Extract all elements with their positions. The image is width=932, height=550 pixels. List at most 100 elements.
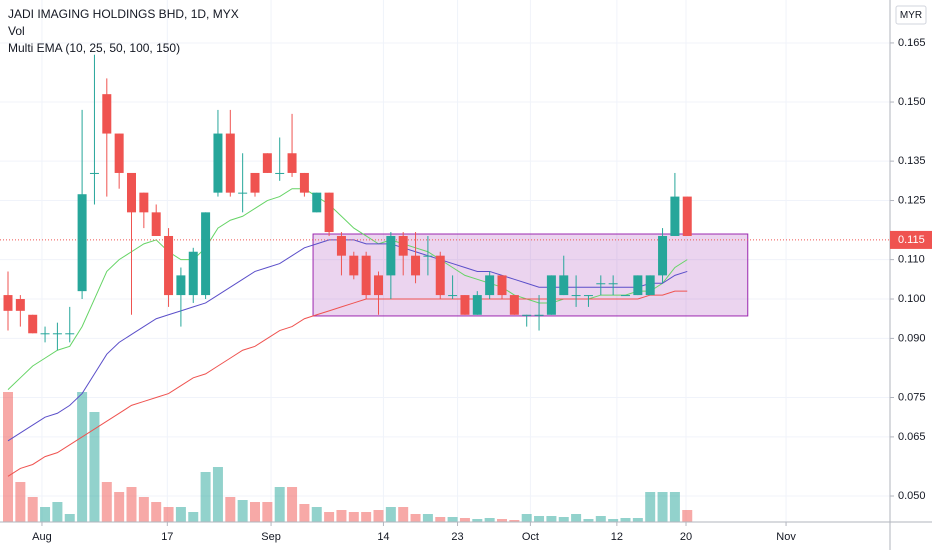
- candle-body: [361, 255, 371, 296]
- volume-bar: [262, 502, 273, 522]
- volume-bar: [274, 487, 285, 522]
- volume-bar: [126, 487, 137, 522]
- candle-body: [299, 172, 309, 193]
- candle-body: [176, 275, 186, 296]
- volume-bar: [163, 507, 174, 522]
- volume-bar: [138, 497, 149, 522]
- candle-body: [534, 314, 544, 316]
- volume-bar: [497, 519, 507, 522]
- candle-body: [262, 153, 272, 173]
- volume-bar: [534, 516, 545, 522]
- volume-bar: [336, 510, 347, 522]
- volume-bar: [595, 516, 606, 522]
- candle-body: [139, 192, 149, 213]
- y-tick-label: 0.065: [898, 431, 926, 443]
- volume-bar: [348, 512, 359, 522]
- candle-body: [77, 194, 87, 292]
- volume-bar: [608, 519, 619, 522]
- candle-body: [448, 295, 458, 297]
- volume-bar: [583, 519, 594, 522]
- volume-bar: [682, 510, 693, 522]
- candle-body: [596, 283, 606, 285]
- volume-bar: [52, 502, 63, 522]
- candle-body: [213, 133, 223, 193]
- volume-bar: [361, 512, 372, 522]
- y-tick-label: 0.125: [898, 194, 926, 206]
- volume-bar: [484, 518, 495, 522]
- candle-body: [497, 275, 507, 296]
- candle-body: [15, 299, 25, 311]
- volume-bar: [15, 482, 26, 522]
- x-tick-label: 14: [377, 531, 389, 543]
- x-tick-label: 17: [161, 531, 173, 543]
- volume-bar: [27, 497, 38, 522]
- candle-body: [546, 275, 556, 315]
- currency-button[interactable]: [895, 5, 927, 25]
- volume-legend: Vol: [8, 24, 25, 38]
- y-tick-label: 0.075: [898, 391, 926, 403]
- candle-body: [423, 255, 433, 257]
- volume-bar: [410, 514, 421, 522]
- candle-body: [225, 133, 235, 193]
- volume-bar: [447, 517, 458, 522]
- y-tick-label: 0.135: [898, 155, 926, 167]
- candle-body: [435, 255, 445, 296]
- y-tick-label: 0.150: [898, 96, 926, 108]
- volume-bar: [472, 519, 483, 522]
- candle-body: [238, 192, 248, 194]
- volume-bar: [398, 507, 409, 522]
- candle-body: [89, 172, 99, 174]
- volume-bar: [64, 514, 75, 522]
- candle-body: [658, 235, 668, 276]
- chart-title: JADI IMAGING HOLDINGS BHD, 1D, MYX: [8, 7, 239, 21]
- volume-bar: [250, 502, 260, 522]
- y-tick-label: 0.110: [898, 254, 925, 266]
- x-tick-label: Oct: [522, 531, 539, 543]
- volume-bar: [459, 518, 470, 522]
- candle-body: [682, 196, 692, 236]
- volume-bar: [89, 412, 100, 522]
- volume-bar: [200, 472, 211, 522]
- volume-bar: [225, 497, 236, 522]
- candle-body: [127, 172, 136, 213]
- y-tick-label: 0.100: [898, 293, 926, 305]
- candle-body: [460, 295, 470, 315]
- candle-body: [3, 295, 13, 311]
- volume-bar: [311, 507, 322, 522]
- volume-bar: [3, 392, 13, 522]
- volume-bar: [509, 520, 520, 522]
- candle-body: [485, 275, 495, 296]
- y-tick-label: 0.165: [898, 37, 926, 49]
- volume-bar: [101, 482, 112, 522]
- volume-bar: [385, 507, 396, 522]
- volume-bar: [657, 492, 668, 522]
- candle-body: [65, 333, 75, 335]
- volume-bar: [299, 504, 310, 522]
- volume-bar: [571, 514, 582, 522]
- ema-layer: [0, 188, 890, 477]
- volume-bar: [422, 514, 433, 522]
- y-tick-label: 0.090: [898, 332, 926, 344]
- x-tick-label: 12: [611, 531, 623, 543]
- candle-body: [114, 133, 124, 173]
- x-tick-label: Nov: [776, 531, 796, 543]
- price-axis-bg: [890, 0, 932, 550]
- volume-bar: [558, 517, 569, 522]
- volume-bar: [77, 392, 88, 522]
- candle-body: [151, 212, 161, 236]
- last-price-label: 0.115: [898, 234, 925, 246]
- volume-bar: [212, 467, 223, 522]
- volume-bar: [175, 507, 186, 522]
- currency-label: MYR: [900, 10, 922, 21]
- candle-body: [275, 172, 285, 174]
- volume-bar: [373, 510, 384, 522]
- volume-bar: [114, 492, 125, 522]
- candle-body: [52, 333, 62, 335]
- candle-body: [201, 212, 211, 296]
- volume-bar: [435, 517, 446, 522]
- candle-body: [250, 172, 260, 193]
- candle-body: [28, 314, 38, 334]
- x-tick-label: 20: [680, 531, 692, 543]
- volume-bar: [632, 518, 643, 522]
